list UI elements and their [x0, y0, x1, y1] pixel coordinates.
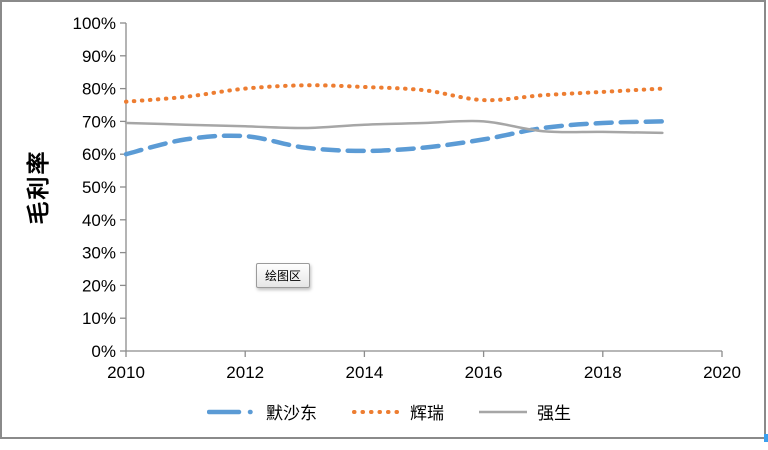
legend-item-pfizer[interactable]: 辉瑞 [351, 399, 444, 424]
x-tick-label: 2018 [584, 363, 622, 382]
legend-swatch-dotted-line-icon [352, 409, 401, 414]
chart-frame [0, 0, 766, 439]
y-tick-label: 30% [82, 244, 116, 263]
legend-label-merck: 默沙东 [266, 404, 317, 423]
y-tick-label: 100% [73, 14, 116, 33]
y-tick-label: 0% [91, 342, 116, 361]
x-tick-label: 2020 [703, 363, 741, 382]
legend-label-johnson-johnson: 强生 [537, 404, 571, 423]
series-line-merck[interactable] [123, 119, 665, 157]
x-tick-label: 2014 [345, 363, 383, 382]
legend: 默沙东 辉瑞 强生 [10, 399, 768, 424]
y-tick-label: 10% [82, 309, 116, 328]
x-tick-label: 2016 [465, 363, 503, 382]
y-tick-label: 60% [82, 145, 116, 164]
series-line-jnj[interactable] [124, 119, 664, 135]
legend-label-pfizer: 辉瑞 [410, 404, 444, 423]
plot-area-tooltip: 绘图区 [256, 263, 311, 288]
x-tick-label: 2010 [107, 363, 145, 382]
y-tick-label: 40% [82, 211, 116, 230]
y-tick-label: 70% [82, 112, 116, 131]
legend-swatch-dashed-line-icon [207, 409, 257, 414]
legend-item-merck[interactable]: 默沙东 [207, 399, 317, 424]
y-tick-label: 80% [82, 80, 116, 99]
legend-swatch-solid-line-icon [479, 410, 527, 413]
series-line-pfizer[interactable] [124, 83, 665, 104]
y-axis-title-text: 毛利率 [25, 149, 51, 225]
y-tick-label: 50% [82, 178, 116, 197]
legend-item-johnson-johnson[interactable]: 强生 [478, 399, 571, 424]
y-tick-label: 20% [82, 276, 116, 295]
x-tick-label: 2012 [226, 363, 264, 382]
y-tick-label: 90% [82, 47, 116, 66]
selection-handle [764, 434, 768, 442]
plot-area[interactable] [126, 23, 722, 351]
